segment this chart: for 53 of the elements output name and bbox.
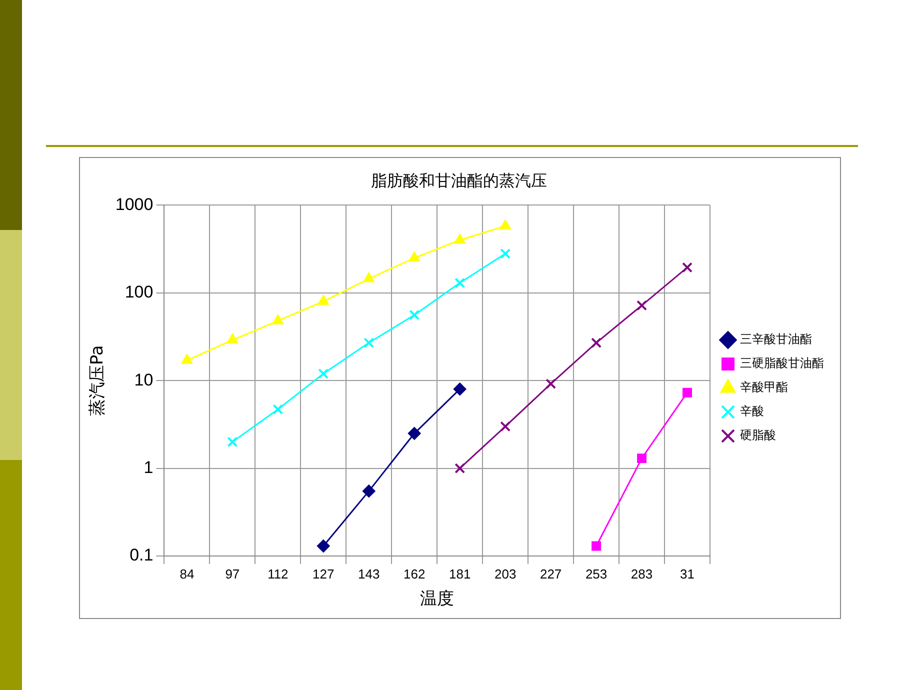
x-tick-label: 253 (585, 566, 608, 582)
point (409, 310, 420, 320)
y-tick-label: 0.1 (130, 546, 154, 565)
y-tick-label: 1 (144, 458, 154, 477)
point (318, 294, 330, 305)
x-tick-label: 283 (630, 566, 653, 582)
x-tick-label: 227 (540, 566, 562, 582)
point (454, 278, 466, 288)
point (408, 252, 420, 262)
x-tick-label: 162 (404, 566, 426, 582)
legend-label: 辛酸甲酯 (740, 380, 788, 394)
point (226, 334, 238, 344)
x-tick-label: 97 (225, 566, 240, 582)
y-tick-label: 10 (134, 370, 154, 390)
point (272, 314, 284, 324)
x-tick-label: 84 (180, 566, 194, 582)
legend-label: 硬脂酸 (740, 428, 776, 442)
x-tick-label: 31 (680, 566, 694, 582)
point (362, 484, 376, 498)
point (682, 388, 692, 398)
chart-title: 脂肪酸和甘油酯的蒸汽压 (371, 170, 547, 190)
legend-label: 三硬脂酸甘油酯 (740, 356, 824, 370)
point (272, 404, 284, 415)
point (363, 272, 375, 282)
y-axis-title: 蒸汽压Pa (88, 345, 108, 416)
x-tick-label: 181 (449, 566, 471, 582)
point (318, 368, 329, 379)
point (408, 426, 421, 440)
legend-label: 辛酸 (740, 404, 764, 418)
point (181, 354, 193, 364)
y-tick-label: 100 (124, 282, 154, 302)
point (364, 338, 374, 348)
point (316, 540, 330, 553)
point (454, 463, 466, 474)
x-tick-label: 203 (494, 566, 516, 582)
point (227, 436, 238, 448)
point (592, 541, 602, 551)
legend-label: 三辛酸甘油酯 (740, 332, 812, 346)
point (636, 300, 648, 311)
x-axis-title: 温度 (420, 589, 454, 610)
point (454, 234, 466, 244)
x-tick-label: 143 (358, 566, 380, 582)
point (453, 382, 466, 396)
point (637, 454, 647, 464)
y-tick-label: 1000 (115, 194, 154, 214)
x-tick-label: 127 (312, 566, 334, 582)
point (500, 421, 511, 432)
x-tick-label: 112 (268, 566, 288, 582)
point (546, 378, 556, 390)
point (682, 262, 692, 273)
point (500, 219, 512, 230)
point (500, 248, 511, 259)
point (591, 338, 602, 348)
